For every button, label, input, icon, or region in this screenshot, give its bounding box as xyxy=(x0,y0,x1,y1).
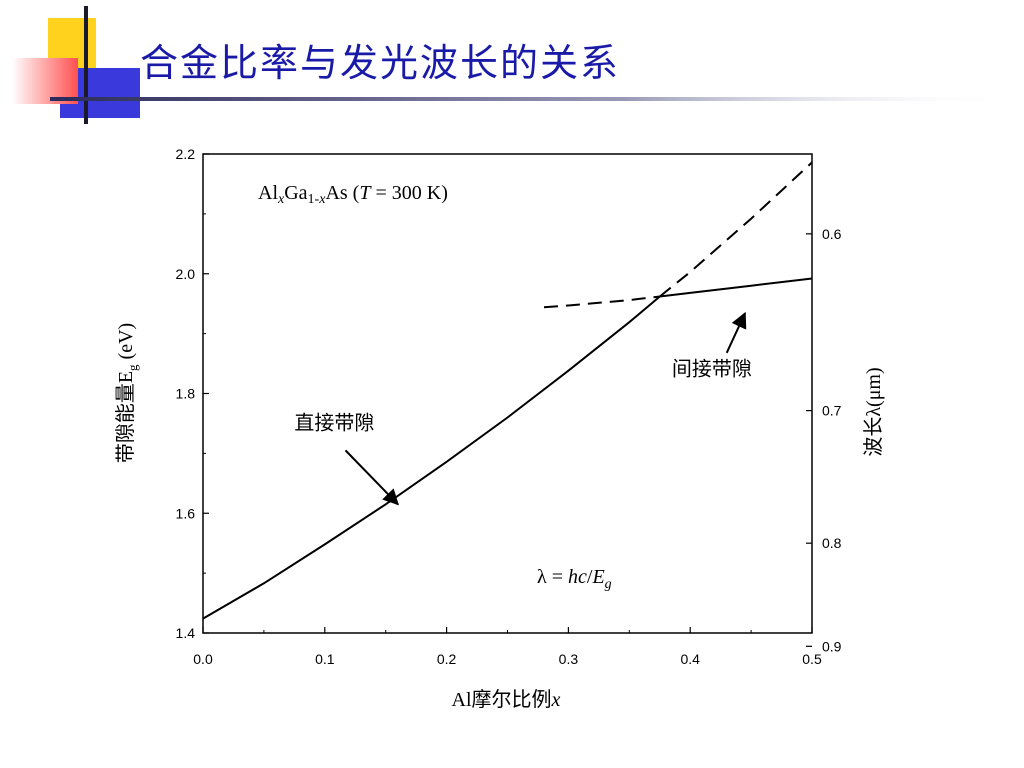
x-tick-label: 0.5 xyxy=(802,651,822,667)
y2-tick-label: 0.9 xyxy=(822,638,842,654)
annotation-layer: 直接带隙 间接带隙 xyxy=(294,311,752,506)
title-underline xyxy=(50,97,1010,101)
y2-axis-label: 波长λ(μm) xyxy=(862,367,885,456)
y-tick-label: 1.6 xyxy=(176,505,196,521)
series-line-direct-dashed xyxy=(659,161,813,298)
vertical-rule xyxy=(84,6,88,124)
series-line-direct-solid xyxy=(202,295,661,620)
x-tick-label: 0.3 xyxy=(559,651,579,667)
material-label: AlxGa1-xAs (T = 300 K) xyxy=(258,182,448,207)
x-tick-label: 0.1 xyxy=(315,651,335,667)
series-line-indirect-dashed xyxy=(543,295,660,309)
y2-tick-label: 0.7 xyxy=(822,403,842,419)
y-tick-label: 1.4 xyxy=(176,625,196,641)
title-decoration xyxy=(12,6,1010,124)
plot-border xyxy=(202,153,813,634)
y-tick-label: 2.2 xyxy=(176,146,196,162)
annotation-arrow xyxy=(725,311,747,354)
y2-tick-label: 0.8 xyxy=(822,535,842,551)
annotation-label: 间接带隙 xyxy=(672,358,752,381)
page-title: 合金比率与发光波长的关系 xyxy=(140,41,621,85)
y2-tick-label: 0.6 xyxy=(822,226,842,242)
plot-frame: 0.0 0.1 0.2 0.3 0.4 0.5 1.4 1.6 1.8 2.0 2.2 0.6 0.7 0… xyxy=(176,146,842,667)
x-tick-label: 0.4 xyxy=(680,651,700,667)
annotation-label: 直接带隙 xyxy=(294,411,374,434)
x-tick-label: 0.2 xyxy=(437,651,457,667)
red-square xyxy=(12,58,78,104)
formula-label: λ = hc/Eg xyxy=(537,566,612,592)
annotation-arrow xyxy=(344,449,399,506)
y-tick-label: 1.8 xyxy=(176,386,196,402)
y-axis-label: 带隙能量Eg (eV) xyxy=(114,323,140,463)
series-line-indirect-solid xyxy=(659,277,813,298)
x-tick-label: 0.0 xyxy=(193,651,213,667)
y-tick-label: 2.0 xyxy=(176,266,196,282)
series-layer xyxy=(202,161,813,620)
x-axis-label: Al摩尔比例x xyxy=(452,688,561,711)
